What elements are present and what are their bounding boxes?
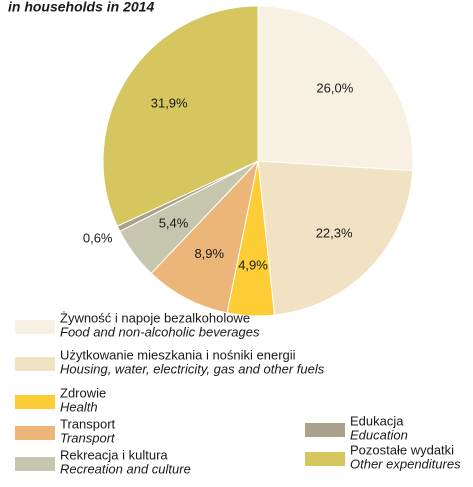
- legend-label: Rekreacja i kultura: [60, 447, 168, 462]
- legend-label: Użytkowanie mieszkania i nośniki energii: [60, 347, 296, 362]
- legend-label: Zdrowie: [60, 385, 106, 400]
- legend-swatch: [15, 457, 55, 471]
- legend-swatch: [15, 357, 55, 371]
- slice-label: 22,3%: [316, 225, 353, 240]
- legend-label-en: Recreation and culture: [60, 461, 191, 476]
- legend-swatch: [15, 426, 55, 440]
- legend-label-en: Housing, water, electricity, gas and oth…: [60, 361, 325, 376]
- slice-label: 26,0%: [316, 80, 353, 95]
- legend-swatch: [15, 320, 55, 334]
- slice-label: 31,9%: [151, 96, 188, 111]
- legend-label-en: Education: [350, 427, 408, 442]
- legend-label: Edukacja: [350, 413, 404, 428]
- legend-label-en: Health: [60, 399, 98, 414]
- legend-label-en: Transport: [60, 430, 116, 445]
- slice-label: 4,9%: [238, 258, 268, 273]
- legend-swatch: [15, 395, 55, 409]
- chart-title: in households in 2014: [8, 0, 154, 15]
- slice-label: 0,6%: [83, 230, 113, 245]
- slice-label: 5,4%: [159, 215, 189, 230]
- pie-slice: [102, 5, 259, 227]
- slice-label: 8,9%: [194, 246, 224, 261]
- legend-swatch: [305, 452, 345, 466]
- legend-label: Żywność i napoje bezalkoholowe: [60, 310, 250, 325]
- legend-label-en: Other expenditures: [350, 456, 461, 471]
- pie-slice: [257, 160, 414, 316]
- legend-label-en: Food and non-alcoholic beverages: [60, 324, 260, 339]
- legend-label: Transport: [60, 416, 116, 431]
- legend-label: Pozostałe wydatki: [350, 442, 454, 457]
- pie-slice: [257, 5, 414, 172]
- pie-slice: [150, 159, 259, 314]
- legend-swatch: [305, 423, 345, 437]
